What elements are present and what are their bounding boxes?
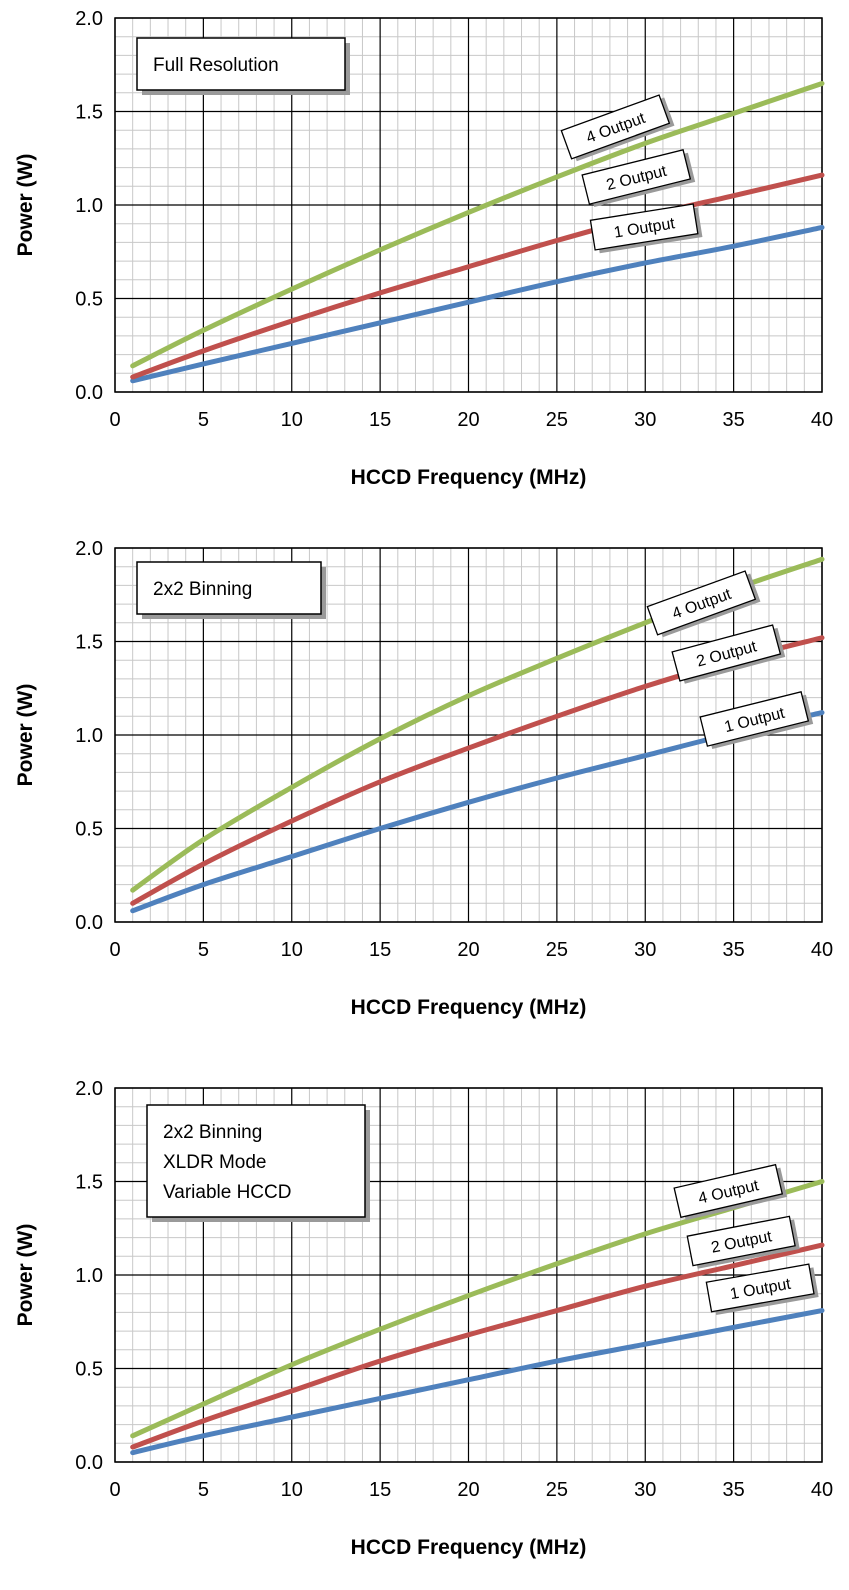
chart-svg: 0 5 10 15 20 25 30 35 40 0.0 0.5 1.0 1.5 2.0 Full Reso… [14,8,833,489]
plot-border [114,1087,823,1463]
y-tick-label: 2.0 [75,8,103,30]
series-line-two-output [130,1242,825,1450]
x-tick-label: 25 [546,1479,568,1501]
x-tick-label: 40 [811,409,833,431]
x-tick-label: 0 [109,1479,120,1501]
chart-svg: 0 5 10 15 20 25 30 35 40 0.0 0.5 1.0 1.5 2.0 2x2 Binni… [14,538,833,1019]
curve-label: 1 Output [699,691,814,750]
curve-label: 4 Output [646,570,761,638]
x-tick-label: 20 [457,409,479,431]
x-tick-label: 10 [281,1479,303,1501]
x-tick-label: 30 [634,1479,656,1501]
curve-label-box [646,570,757,636]
curve-label-box [581,149,692,205]
x-tick-label: 0 [109,409,120,431]
x-tick-label: 5 [198,939,209,961]
y-tick-label: 0.0 [75,912,103,934]
x-tick-label: 15 [369,1479,391,1501]
annotation-text: Full Resolution [153,55,279,76]
chart-full-resolution: 0 5 10 15 20 25 30 35 40 0.0 0.5 1.0 1.5 2.0 Full Reso… [0,0,849,520]
x-tick-label: 5 [198,1479,209,1501]
plot-border [114,547,823,923]
curve-label-box [671,624,782,682]
y-tick-label: 0.5 [75,1359,103,1381]
x-tick-label: 40 [811,1479,833,1501]
series-line-one-output [130,224,825,384]
curve-label-box [673,1163,784,1219]
curve-label: 4 Output [673,1163,788,1221]
x-axis-title: HCCD Frequency (MHz) [351,466,587,489]
annotation-text: 2x2 Binning [153,579,252,600]
plot-border [114,17,823,393]
series-line-one-output [130,1308,825,1456]
series-line-four-output [130,80,825,369]
y-tick-label: 0.0 [75,1452,103,1474]
x-tick-label: 5 [198,409,209,431]
x-tick-label: 40 [811,939,833,961]
x-tick-label: 25 [546,939,568,961]
annotation-box [146,1104,366,1218]
x-axis-title: HCCD Frequency (MHz) [351,1536,587,1559]
curve-label-box [560,94,671,160]
x-tick-label: 10 [281,409,303,431]
y-tick-label: 1.0 [75,195,103,217]
x-axis-title: HCCD Frequency (MHz) [351,996,587,1019]
annotation-text: 2x2 Binning [163,1122,262,1143]
y-tick-label: 0.0 [75,382,103,404]
x-tick-label: 20 [457,939,479,961]
y-axis-title: Power (W) [14,1224,37,1327]
series-line-two-output [130,172,825,380]
curve-label: 1 Output [705,1263,819,1316]
x-tick-label: 30 [634,409,656,431]
x-tick-label: 15 [369,939,391,961]
x-tick-label: 25 [546,409,568,431]
curve-label-box [686,1215,796,1267]
chart-2x2-binning-xldr: 0 5 10 15 20 25 30 35 40 0.0 0.5 1.0 1.5 2.0 2x2 Binni… [0,1070,849,1590]
annotation-text: XLDR Mode [163,1152,267,1173]
annotation-text: Variable HCCD [163,1182,291,1203]
x-tick-label: 35 [723,1479,745,1501]
y-tick-label: 1.0 [75,725,103,747]
curve-label: 2 Output [581,149,696,208]
y-axis-title: Power (W) [14,154,37,257]
x-tick-label: 15 [369,409,391,431]
y-tick-label: 1.5 [75,102,103,124]
x-tick-label: 35 [723,409,745,431]
curve-label: 1 Output [589,203,703,254]
curve-label-box [705,1263,815,1313]
y-tick-label: 2.0 [75,1078,103,1100]
x-tick-label: 30 [634,939,656,961]
y-tick-label: 1.5 [75,632,103,654]
curve-label: 2 Output [671,624,786,684]
chart-2x2-binning: 0 5 10 15 20 25 30 35 40 0.0 0.5 1.0 1.5 2.0 2x2 Binni… [0,530,849,1050]
chart-svg: 0 5 10 15 20 25 30 35 40 0.0 0.5 1.0 1.5 2.0 2x2 Binni… [14,1078,833,1559]
curve-label-box [589,203,699,251]
curve-label-box [699,691,810,747]
annotation-box [136,37,346,91]
x-tick-label: 20 [457,1479,479,1501]
y-axis-title: Power (W) [14,684,37,787]
y-tick-label: 0.5 [75,819,103,841]
y-tick-label: 0.5 [75,289,103,311]
y-tick-label: 2.0 [75,538,103,560]
annotation-box [136,561,322,615]
curve-label: 2 Output [686,1215,800,1269]
y-tick-label: 1.5 [75,1172,103,1194]
y-tick-label: 1.0 [75,1265,103,1287]
x-tick-label: 0 [109,939,120,961]
x-tick-label: 35 [723,939,745,961]
x-tick-label: 10 [281,939,303,961]
